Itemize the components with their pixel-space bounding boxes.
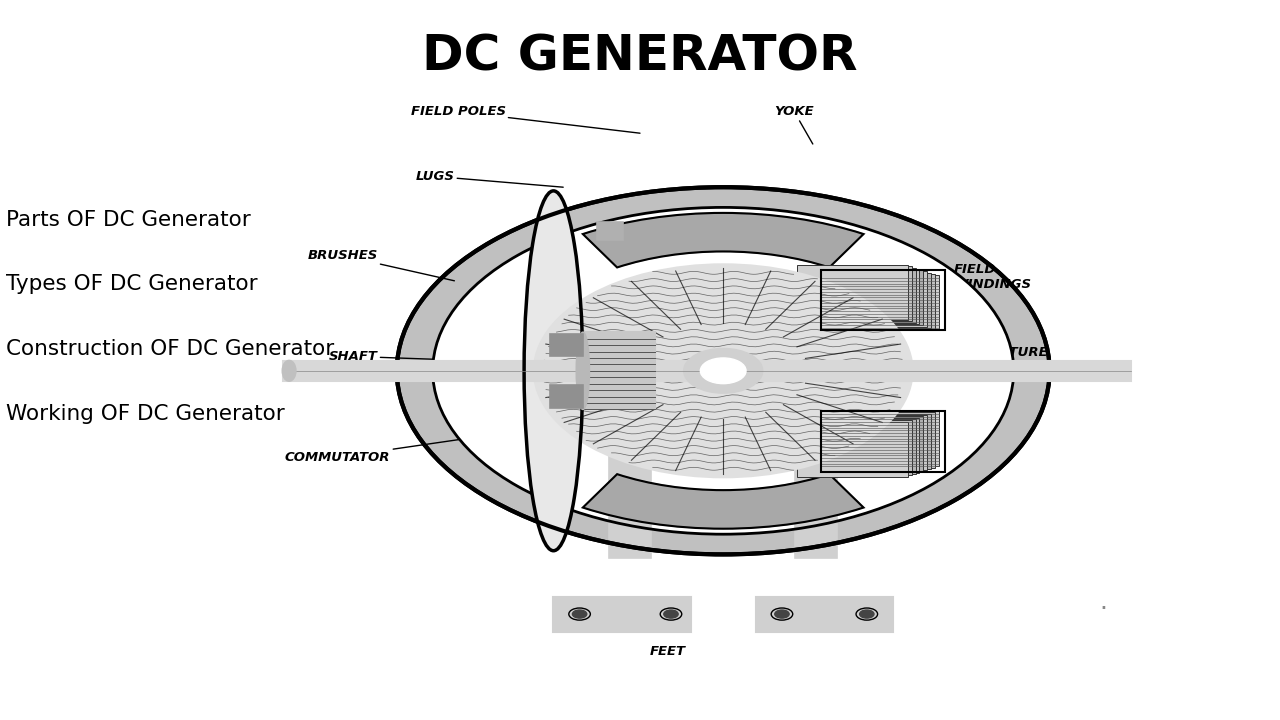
Bar	[797, 422, 908, 477]
Text: FIELD
WINDINGS: FIELD WINDINGS	[890, 264, 1032, 292]
Text: Construction OF DC Generator: Construction OF DC Generator	[6, 339, 334, 359]
Text: FEET: FEET	[650, 645, 686, 658]
Bar	[809, 418, 919, 473]
Bar	[828, 411, 938, 467]
Bar	[817, 271, 927, 327]
Circle shape	[700, 358, 746, 384]
Ellipse shape	[576, 332, 589, 410]
Bar	[582, 332, 654, 410]
Bar	[824, 413, 934, 467]
Circle shape	[433, 207, 1014, 534]
Bar	[801, 266, 911, 321]
Text: Types OF DC Generator: Types OF DC Generator	[6, 274, 259, 294]
Text: BRUSHES: BRUSHES	[307, 249, 454, 281]
Bar	[795, 448, 837, 558]
Bar	[805, 268, 915, 323]
Bar	[824, 274, 934, 329]
Bar	[817, 415, 927, 470]
Circle shape	[684, 348, 763, 393]
Bar	[609, 448, 652, 558]
Bar	[813, 270, 923, 325]
Bar	[550, 385, 582, 408]
Bar	[820, 414, 931, 469]
Bar	[820, 273, 931, 328]
Bar	[550, 334, 582, 356]
Bar	[805, 419, 915, 474]
Wedge shape	[582, 213, 864, 267]
Text: ARMATURE
CONDUCTORS: ARMATURE CONDUCTORS	[915, 346, 1070, 374]
Bar	[801, 420, 911, 475]
Bar	[813, 416, 923, 472]
Bar	[828, 275, 938, 330]
Text: Parts OF DC Generator: Parts OF DC Generator	[6, 210, 251, 230]
Ellipse shape	[283, 361, 296, 381]
Text: Working OF DC Generator: Working OF DC Generator	[6, 404, 285, 424]
Bar	[797, 265, 908, 320]
Bar	[553, 597, 691, 631]
Circle shape	[397, 187, 1050, 554]
Circle shape	[664, 610, 678, 618]
Text: DC GENERATOR: DC GENERATOR	[422, 32, 858, 81]
Ellipse shape	[524, 191, 582, 551]
Wedge shape	[582, 474, 864, 528]
Text: COMMUTATOR: COMMUTATOR	[285, 436, 486, 464]
Text: ·: ·	[1100, 597, 1107, 621]
Bar	[822, 270, 945, 330]
Bar	[283, 361, 1132, 381]
Circle shape	[534, 264, 913, 477]
Circle shape	[572, 610, 586, 618]
Bar	[596, 222, 623, 240]
Text: FIELD POLES: FIELD POLES	[411, 105, 640, 133]
Text: SHAFT: SHAFT	[329, 350, 454, 363]
Text: YOKE: YOKE	[774, 105, 814, 144]
Circle shape	[860, 610, 874, 618]
Text: LUGS: LUGS	[416, 170, 563, 187]
Bar	[809, 269, 919, 324]
Bar	[755, 597, 893, 631]
Circle shape	[774, 610, 790, 618]
Bar	[822, 411, 945, 472]
